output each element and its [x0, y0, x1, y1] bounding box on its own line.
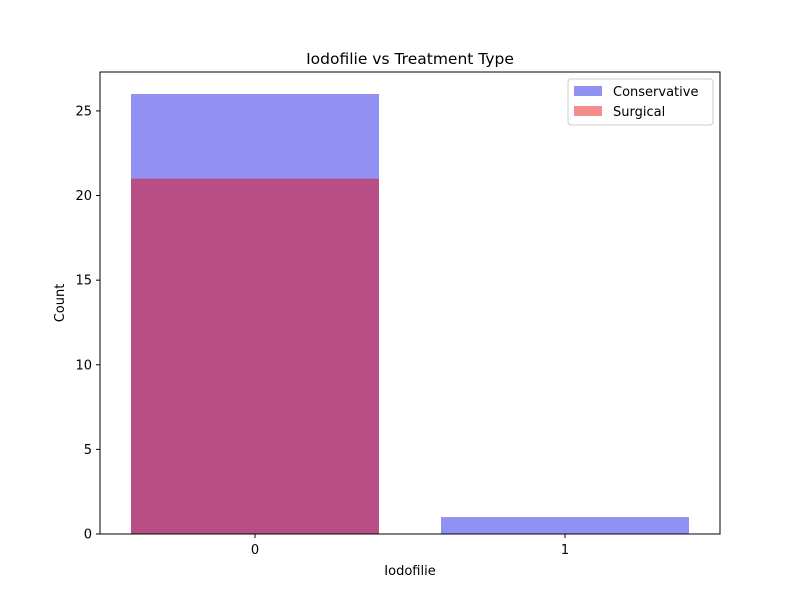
- legend-swatch-conservative: [574, 86, 602, 96]
- bar-surgical-0: [131, 178, 379, 534]
- y-tick-label: 10: [75, 358, 92, 373]
- legend-swatch-surgical: [574, 106, 602, 116]
- y-axis: 0 5 10 15 20 25: [75, 104, 100, 543]
- y-axis-label: Count: [53, 284, 68, 323]
- bars-layer: [131, 94, 689, 534]
- y-tick-label: 0: [84, 528, 92, 543]
- legend-label-surgical: Surgical: [613, 105, 665, 120]
- bar-conservative-1: [441, 517, 689, 534]
- y-tick-label: 5: [84, 443, 92, 458]
- y-tick-label: 20: [75, 189, 92, 204]
- legend-label-conservative: Conservative: [613, 85, 698, 100]
- x-tick-label: 1: [561, 543, 569, 558]
- plot-frame: [99, 71, 721, 535]
- x-tick-label: 0: [251, 543, 259, 558]
- chart-title: Iodofilie vs Treatment Type: [306, 50, 514, 68]
- x-axis-label: Iodofilie: [384, 564, 435, 579]
- legend: Conservative Surgical: [567, 78, 714, 126]
- y-tick-label: 25: [75, 104, 92, 119]
- y-tick-label: 15: [75, 274, 92, 289]
- bar-conservative-0: [131, 94, 379, 534]
- legend-box: [567, 78, 714, 126]
